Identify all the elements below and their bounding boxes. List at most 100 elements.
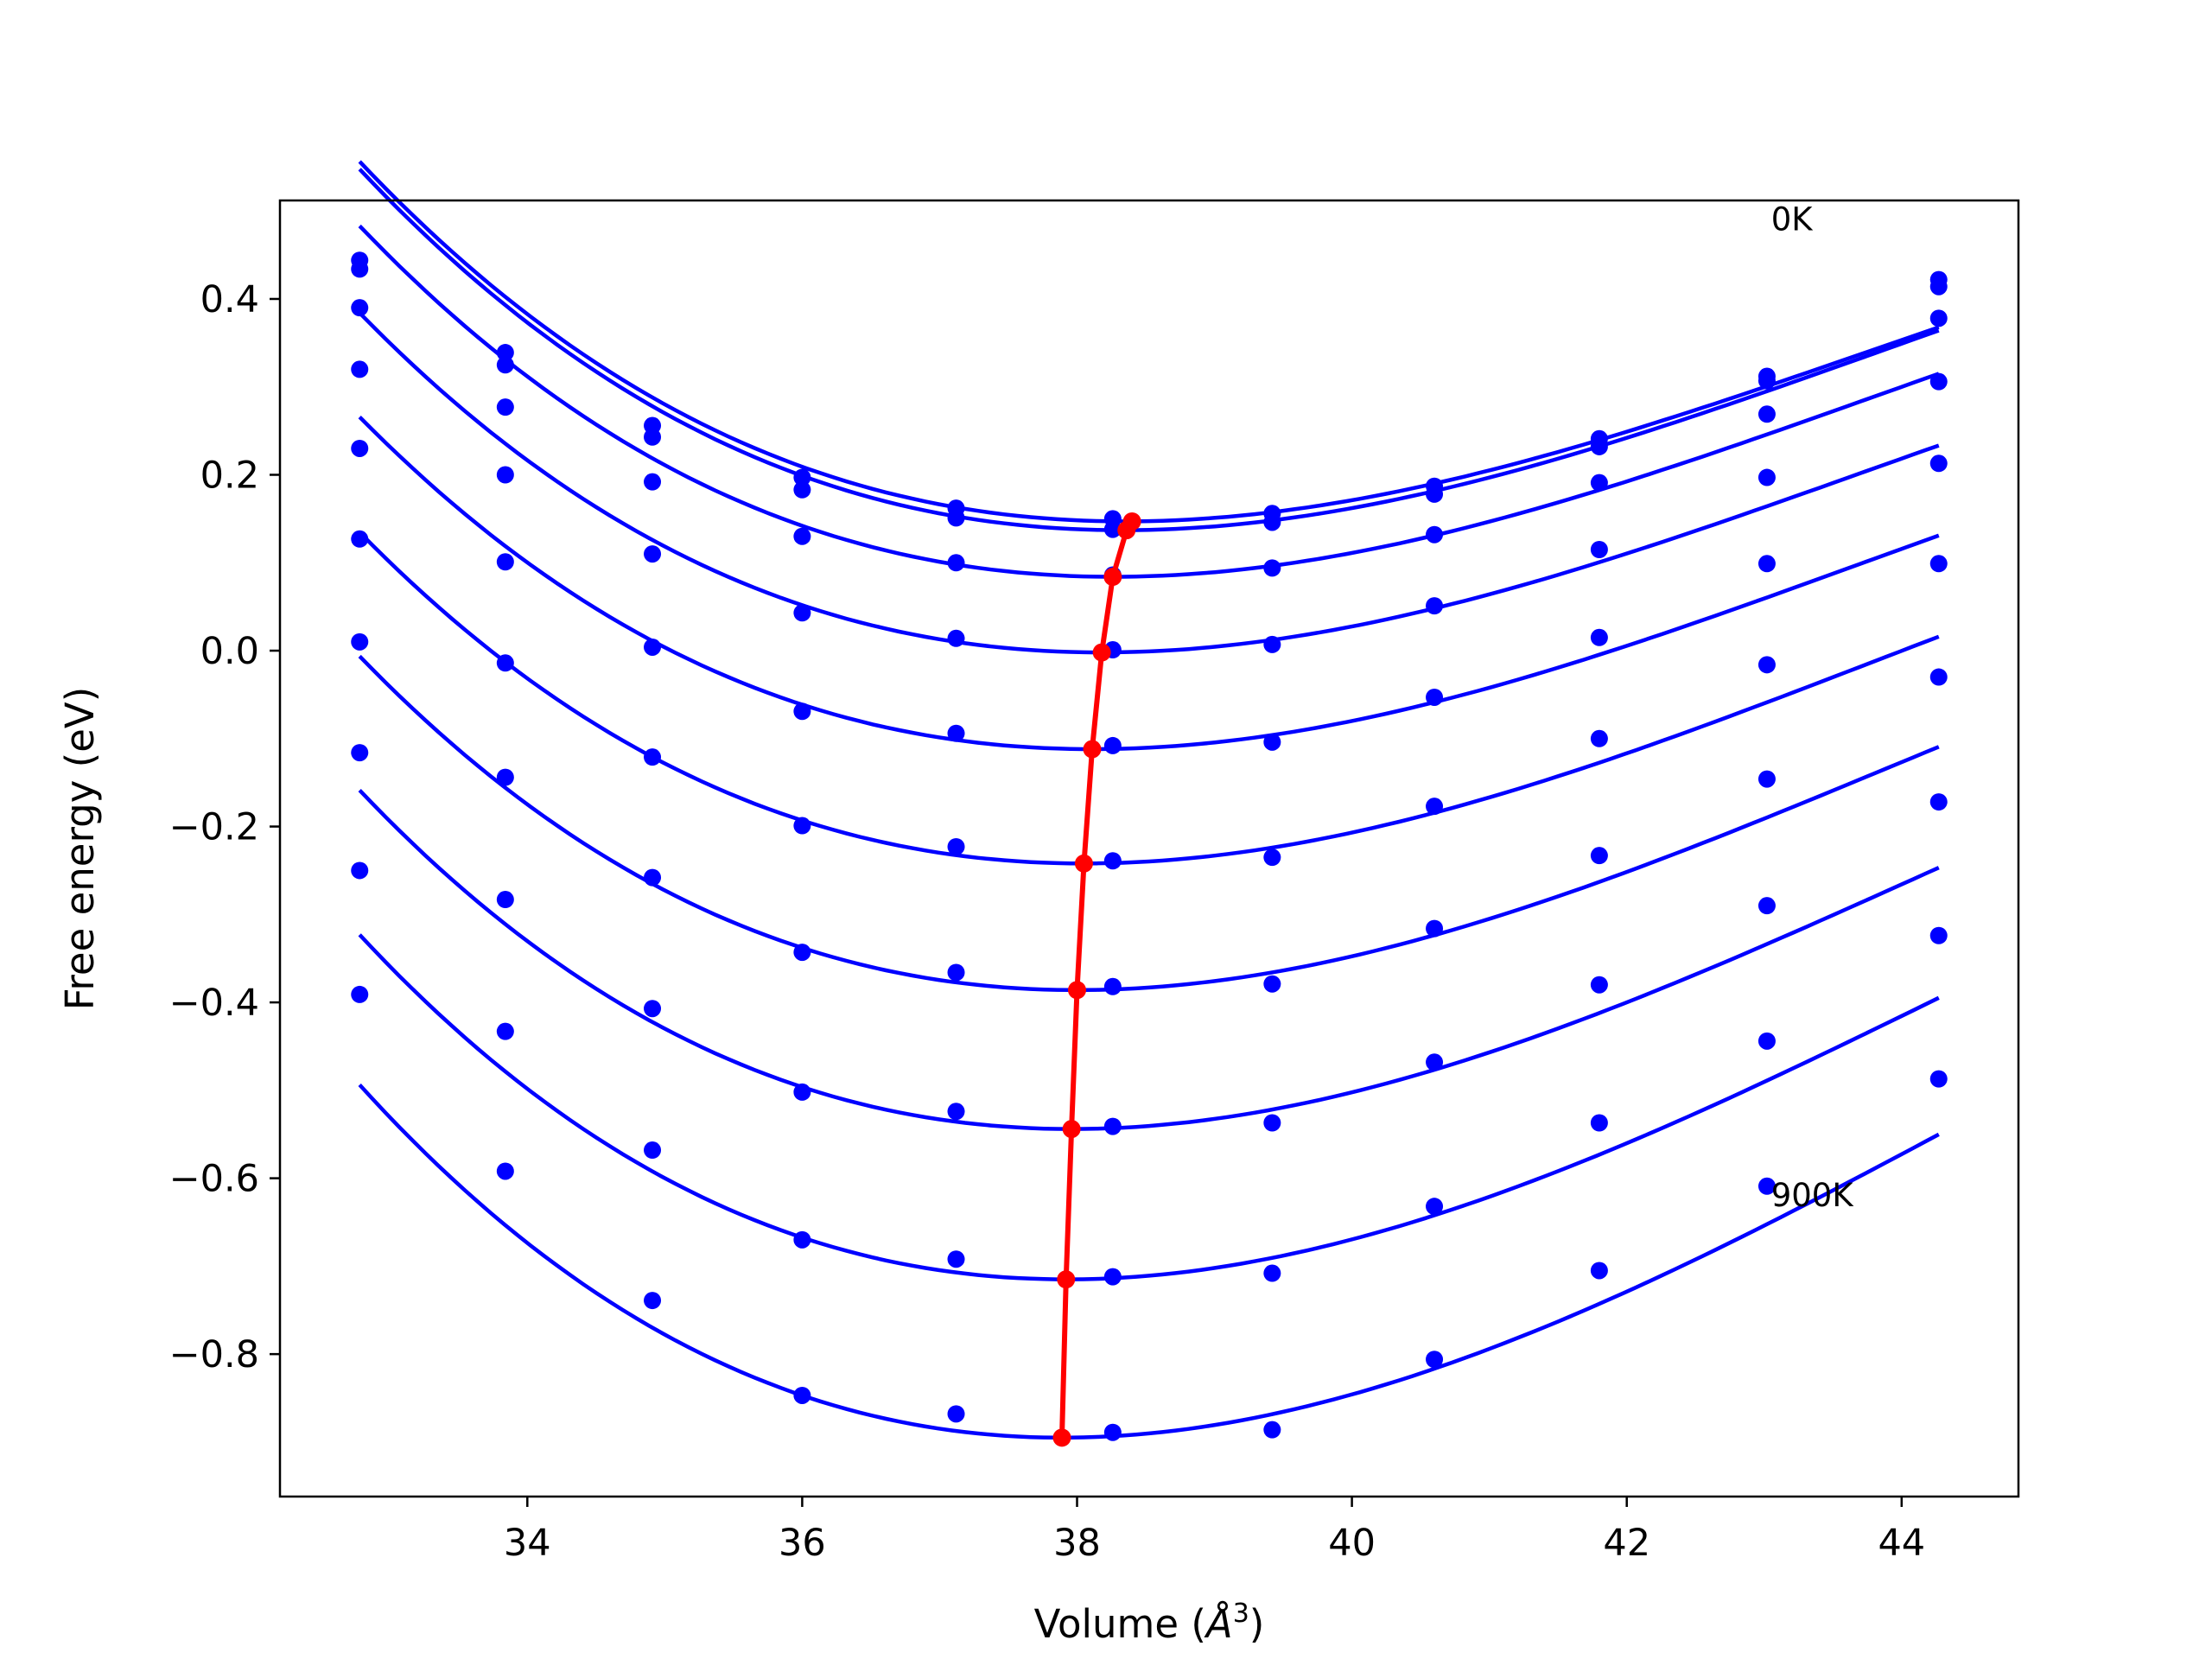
y-tick-label-5: −0.6 bbox=[169, 1158, 259, 1201]
point-600K-10 bbox=[1929, 668, 1948, 686]
point-800K-7 bbox=[1426, 1198, 1444, 1216]
point-900K-6 bbox=[1263, 1421, 1281, 1439]
x-axis-label: Volume (Å3) bbox=[1034, 1599, 1265, 1647]
point-0K-1 bbox=[496, 344, 514, 362]
x-tick-label-44: 44 bbox=[1878, 1522, 1925, 1565]
point-400K-7 bbox=[1426, 688, 1444, 706]
point-400K-4 bbox=[947, 724, 965, 742]
point-400K-6 bbox=[1263, 733, 1281, 751]
point-400K-0 bbox=[351, 439, 369, 457]
point-200K-0 bbox=[351, 299, 369, 317]
point-900K-0 bbox=[351, 985, 369, 1003]
minimum-point-8 bbox=[1057, 1270, 1076, 1289]
point-600K-3 bbox=[793, 944, 811, 962]
point-200K-7 bbox=[1426, 525, 1444, 543]
point-700K-2 bbox=[644, 1000, 662, 1018]
y-tick-label-6: −0.8 bbox=[169, 1333, 259, 1376]
minimum-point-1 bbox=[1117, 521, 1136, 540]
point-600K-6 bbox=[1263, 975, 1281, 993]
point-800K-2 bbox=[644, 1141, 662, 1160]
point-400K-3 bbox=[793, 702, 811, 721]
point-100K-2 bbox=[644, 428, 662, 446]
point-300K-6 bbox=[1263, 635, 1281, 653]
annotation-0K: 0K bbox=[1771, 201, 1815, 238]
point-0K-3 bbox=[793, 468, 811, 486]
point-700K-5 bbox=[1103, 1117, 1122, 1135]
point-700K-10 bbox=[1929, 793, 1948, 811]
point-500K-1 bbox=[496, 654, 514, 672]
point-600K-7 bbox=[1426, 919, 1444, 938]
point-200K-9 bbox=[1758, 405, 1776, 423]
curve-100K bbox=[358, 168, 1940, 532]
point-200K-6 bbox=[1263, 559, 1281, 577]
point-100K-6 bbox=[1263, 513, 1281, 531]
minimum-point-2 bbox=[1103, 568, 1122, 587]
point-500K-4 bbox=[947, 837, 965, 855]
point-100K-4 bbox=[947, 509, 965, 527]
annotations: 0K 900K bbox=[1771, 201, 1855, 1215]
minima-line bbox=[1059, 519, 1135, 1438]
point-100K-5 bbox=[1103, 520, 1122, 538]
fitted-curves bbox=[358, 160, 1940, 1440]
point-700K-3 bbox=[793, 1083, 811, 1101]
point-600K-2 bbox=[644, 868, 662, 887]
x-tick-label-34: 34 bbox=[504, 1522, 551, 1565]
point-100K-3 bbox=[793, 480, 811, 499]
point-200K-3 bbox=[793, 527, 811, 545]
point-400K-9 bbox=[1758, 555, 1776, 573]
point-300K-7 bbox=[1426, 597, 1444, 615]
minimum-point-7 bbox=[1062, 1120, 1081, 1139]
point-600K-9 bbox=[1758, 770, 1776, 788]
point-800K-8 bbox=[1590, 1114, 1608, 1132]
curve-700K bbox=[358, 789, 1940, 1131]
point-200K-8 bbox=[1590, 474, 1608, 492]
point-600K-0 bbox=[351, 632, 369, 651]
minima-line-group bbox=[1052, 512, 1141, 1447]
y-tick-label-3: −0.2 bbox=[169, 806, 259, 849]
point-300K-4 bbox=[947, 629, 965, 647]
point-700K-1 bbox=[496, 891, 514, 909]
curve-300K bbox=[358, 311, 1940, 655]
y-tick-label-1: 0.2 bbox=[200, 454, 259, 498]
point-700K-7 bbox=[1426, 1053, 1444, 1071]
x-tick-label-38: 38 bbox=[1053, 1522, 1101, 1565]
point-700K-6 bbox=[1263, 1114, 1281, 1132]
point-100K-10 bbox=[1929, 277, 1948, 296]
annotation-900K: 900K bbox=[1771, 1177, 1855, 1214]
point-400K-8 bbox=[1590, 628, 1608, 646]
x-axis-ticks: 34 36 38 40 42 44 bbox=[504, 1497, 1925, 1565]
point-900K-10 bbox=[1929, 1070, 1948, 1088]
point-900K-4 bbox=[947, 1405, 965, 1423]
point-200K-2 bbox=[644, 473, 662, 491]
point-900K-9 bbox=[1758, 1177, 1776, 1195]
minimum-point-9 bbox=[1052, 1428, 1071, 1447]
curve-200K bbox=[358, 224, 1940, 579]
point-800K-5 bbox=[1103, 1268, 1122, 1286]
point-500K-8 bbox=[1590, 729, 1608, 747]
point-100K-0 bbox=[351, 260, 369, 278]
curve-500K bbox=[358, 531, 1940, 866]
y-tick-label-2: 0.0 bbox=[200, 630, 259, 673]
point-800K-6 bbox=[1263, 1264, 1281, 1282]
point-400K-5 bbox=[1103, 736, 1122, 754]
curve-600K bbox=[358, 654, 1940, 993]
point-200K-1 bbox=[496, 398, 514, 416]
point-600K-5 bbox=[1103, 977, 1122, 995]
point-100K-1 bbox=[496, 356, 514, 374]
point-300K-8 bbox=[1590, 541, 1608, 559]
point-700K-8 bbox=[1590, 976, 1608, 994]
minimum-point-6 bbox=[1067, 981, 1086, 1000]
point-300K-1 bbox=[496, 466, 514, 484]
point-300K-0 bbox=[351, 360, 369, 378]
point-300K-9 bbox=[1758, 468, 1776, 486]
x-tick-label-42: 42 bbox=[1603, 1522, 1650, 1565]
point-800K-4 bbox=[947, 1250, 965, 1268]
point-500K-6 bbox=[1263, 849, 1281, 867]
point-600K-8 bbox=[1590, 847, 1608, 865]
point-900K-7 bbox=[1426, 1351, 1444, 1369]
point-500K-2 bbox=[644, 748, 662, 766]
point-800K-10 bbox=[1929, 926, 1948, 944]
point-400K-10 bbox=[1929, 454, 1948, 473]
point-500K-7 bbox=[1426, 798, 1444, 816]
